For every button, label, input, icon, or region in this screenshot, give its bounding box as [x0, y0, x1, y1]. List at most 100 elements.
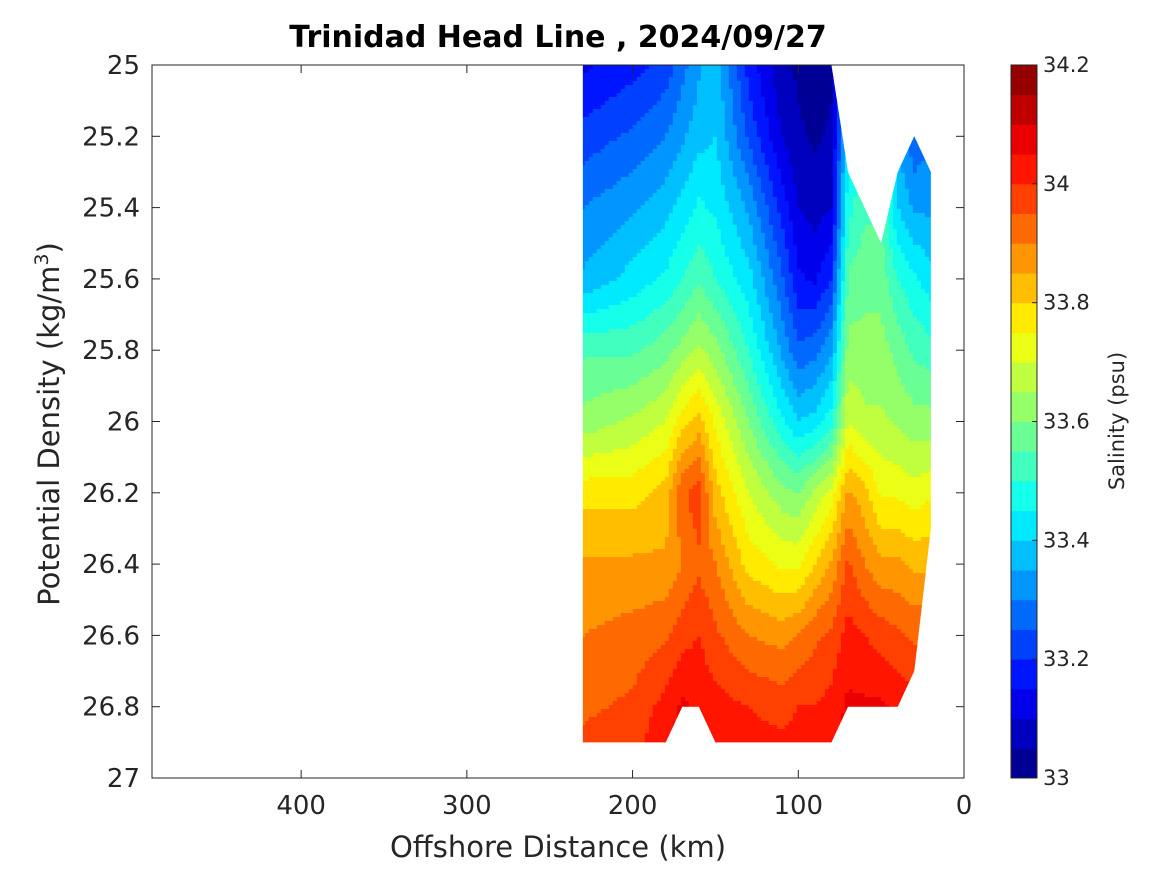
contour-cell — [745, 277, 750, 282]
contour-cell — [841, 233, 846, 238]
contour-cell — [625, 113, 630, 118]
contour-cell — [777, 109, 782, 114]
contour-cell — [741, 81, 746, 86]
contour-cell — [881, 265, 886, 270]
contour-cell — [917, 237, 922, 242]
contour-cell — [849, 289, 854, 294]
contour-cell — [757, 65, 762, 70]
contour-cell — [673, 85, 678, 90]
contour-cell — [821, 89, 826, 94]
contour-cell — [877, 273, 882, 278]
contour-cell — [625, 237, 630, 242]
contour-cell — [629, 173, 634, 178]
contour-cell — [781, 233, 786, 238]
contour-cell — [825, 193, 830, 198]
contour-cell — [653, 145, 658, 150]
contour-cell — [765, 249, 770, 254]
contour-cell — [733, 229, 738, 234]
contour-cell — [717, 229, 722, 234]
contour-cell — [645, 153, 650, 158]
contour-cell — [701, 257, 706, 262]
contour-cell — [745, 105, 750, 110]
contour-cell — [641, 237, 646, 242]
contour-cell — [805, 65, 810, 70]
contour-cell — [845, 289, 850, 294]
contour-cell — [869, 257, 874, 262]
contour-cell — [677, 257, 682, 262]
contour-cell — [665, 113, 670, 118]
contour-cell — [665, 101, 670, 106]
contour-cell — [725, 213, 730, 218]
contour-cell — [593, 261, 598, 266]
contour-cell — [753, 105, 758, 110]
contour-cell — [673, 253, 678, 258]
contour-cell — [653, 109, 658, 114]
contour-cell — [677, 145, 682, 150]
contour-cell — [705, 201, 710, 206]
contour-cell — [585, 177, 590, 182]
contour-cell — [653, 141, 658, 146]
contour-cell — [789, 285, 794, 290]
contour-cell — [905, 237, 910, 242]
contour-cell — [629, 181, 634, 186]
contour-cell — [649, 277, 654, 282]
contour-cell — [789, 121, 794, 126]
contour-cell — [629, 133, 634, 138]
contour-cell — [765, 153, 770, 158]
contour-cell — [605, 93, 610, 98]
contour-cell — [917, 201, 922, 206]
contour-cell — [701, 113, 706, 118]
contour-cell — [709, 213, 714, 218]
contour-cell — [825, 81, 830, 86]
contour-cell — [681, 141, 686, 146]
contour-cell — [793, 209, 798, 214]
contour-cell — [757, 225, 762, 230]
contour-cell — [673, 281, 678, 286]
contour-cell — [745, 81, 750, 86]
contour-cell — [637, 117, 642, 122]
contour-cell — [781, 269, 786, 274]
contour-cell — [705, 229, 710, 234]
contour-cell — [781, 249, 786, 254]
contour-cell — [777, 157, 782, 162]
contour-cell — [621, 277, 626, 282]
contour-cell — [689, 181, 694, 186]
contour-cell — [629, 161, 634, 166]
contour-cell — [733, 73, 738, 78]
contour-cell — [829, 105, 834, 110]
contour-cell — [605, 177, 610, 182]
contour-cell — [629, 205, 634, 210]
contour-cell — [813, 233, 818, 238]
contour-cell — [817, 253, 822, 258]
contour-cell — [609, 149, 614, 154]
contour-cell — [853, 249, 858, 254]
contour-cell — [709, 245, 714, 250]
contour-cell — [597, 165, 602, 170]
contour-cell — [729, 73, 734, 78]
contour-cell — [805, 273, 810, 278]
contour-cell — [677, 201, 682, 206]
contour-cell — [765, 137, 770, 142]
contour-cell — [757, 273, 762, 278]
contour-cell — [749, 117, 754, 122]
contour-cell — [773, 89, 778, 94]
contour-cell — [801, 149, 806, 154]
contour-cell — [769, 213, 774, 218]
contour-cell — [705, 85, 710, 90]
contour-cell — [673, 269, 678, 274]
contour-cell — [713, 129, 718, 134]
contour-cell — [821, 261, 826, 266]
contour-cell — [833, 137, 838, 142]
contour-cell — [813, 261, 818, 266]
contour-cell — [617, 89, 622, 94]
contour-cell — [641, 101, 646, 106]
contour-cell — [597, 65, 602, 70]
contour-cell — [905, 261, 910, 266]
contour-cell — [693, 185, 698, 190]
contour-cell — [749, 129, 754, 134]
contour-cell — [777, 213, 782, 218]
contour-cell — [725, 269, 730, 274]
contour-cell — [805, 285, 810, 290]
contour-cell — [813, 189, 818, 194]
contour-cell — [689, 137, 694, 142]
